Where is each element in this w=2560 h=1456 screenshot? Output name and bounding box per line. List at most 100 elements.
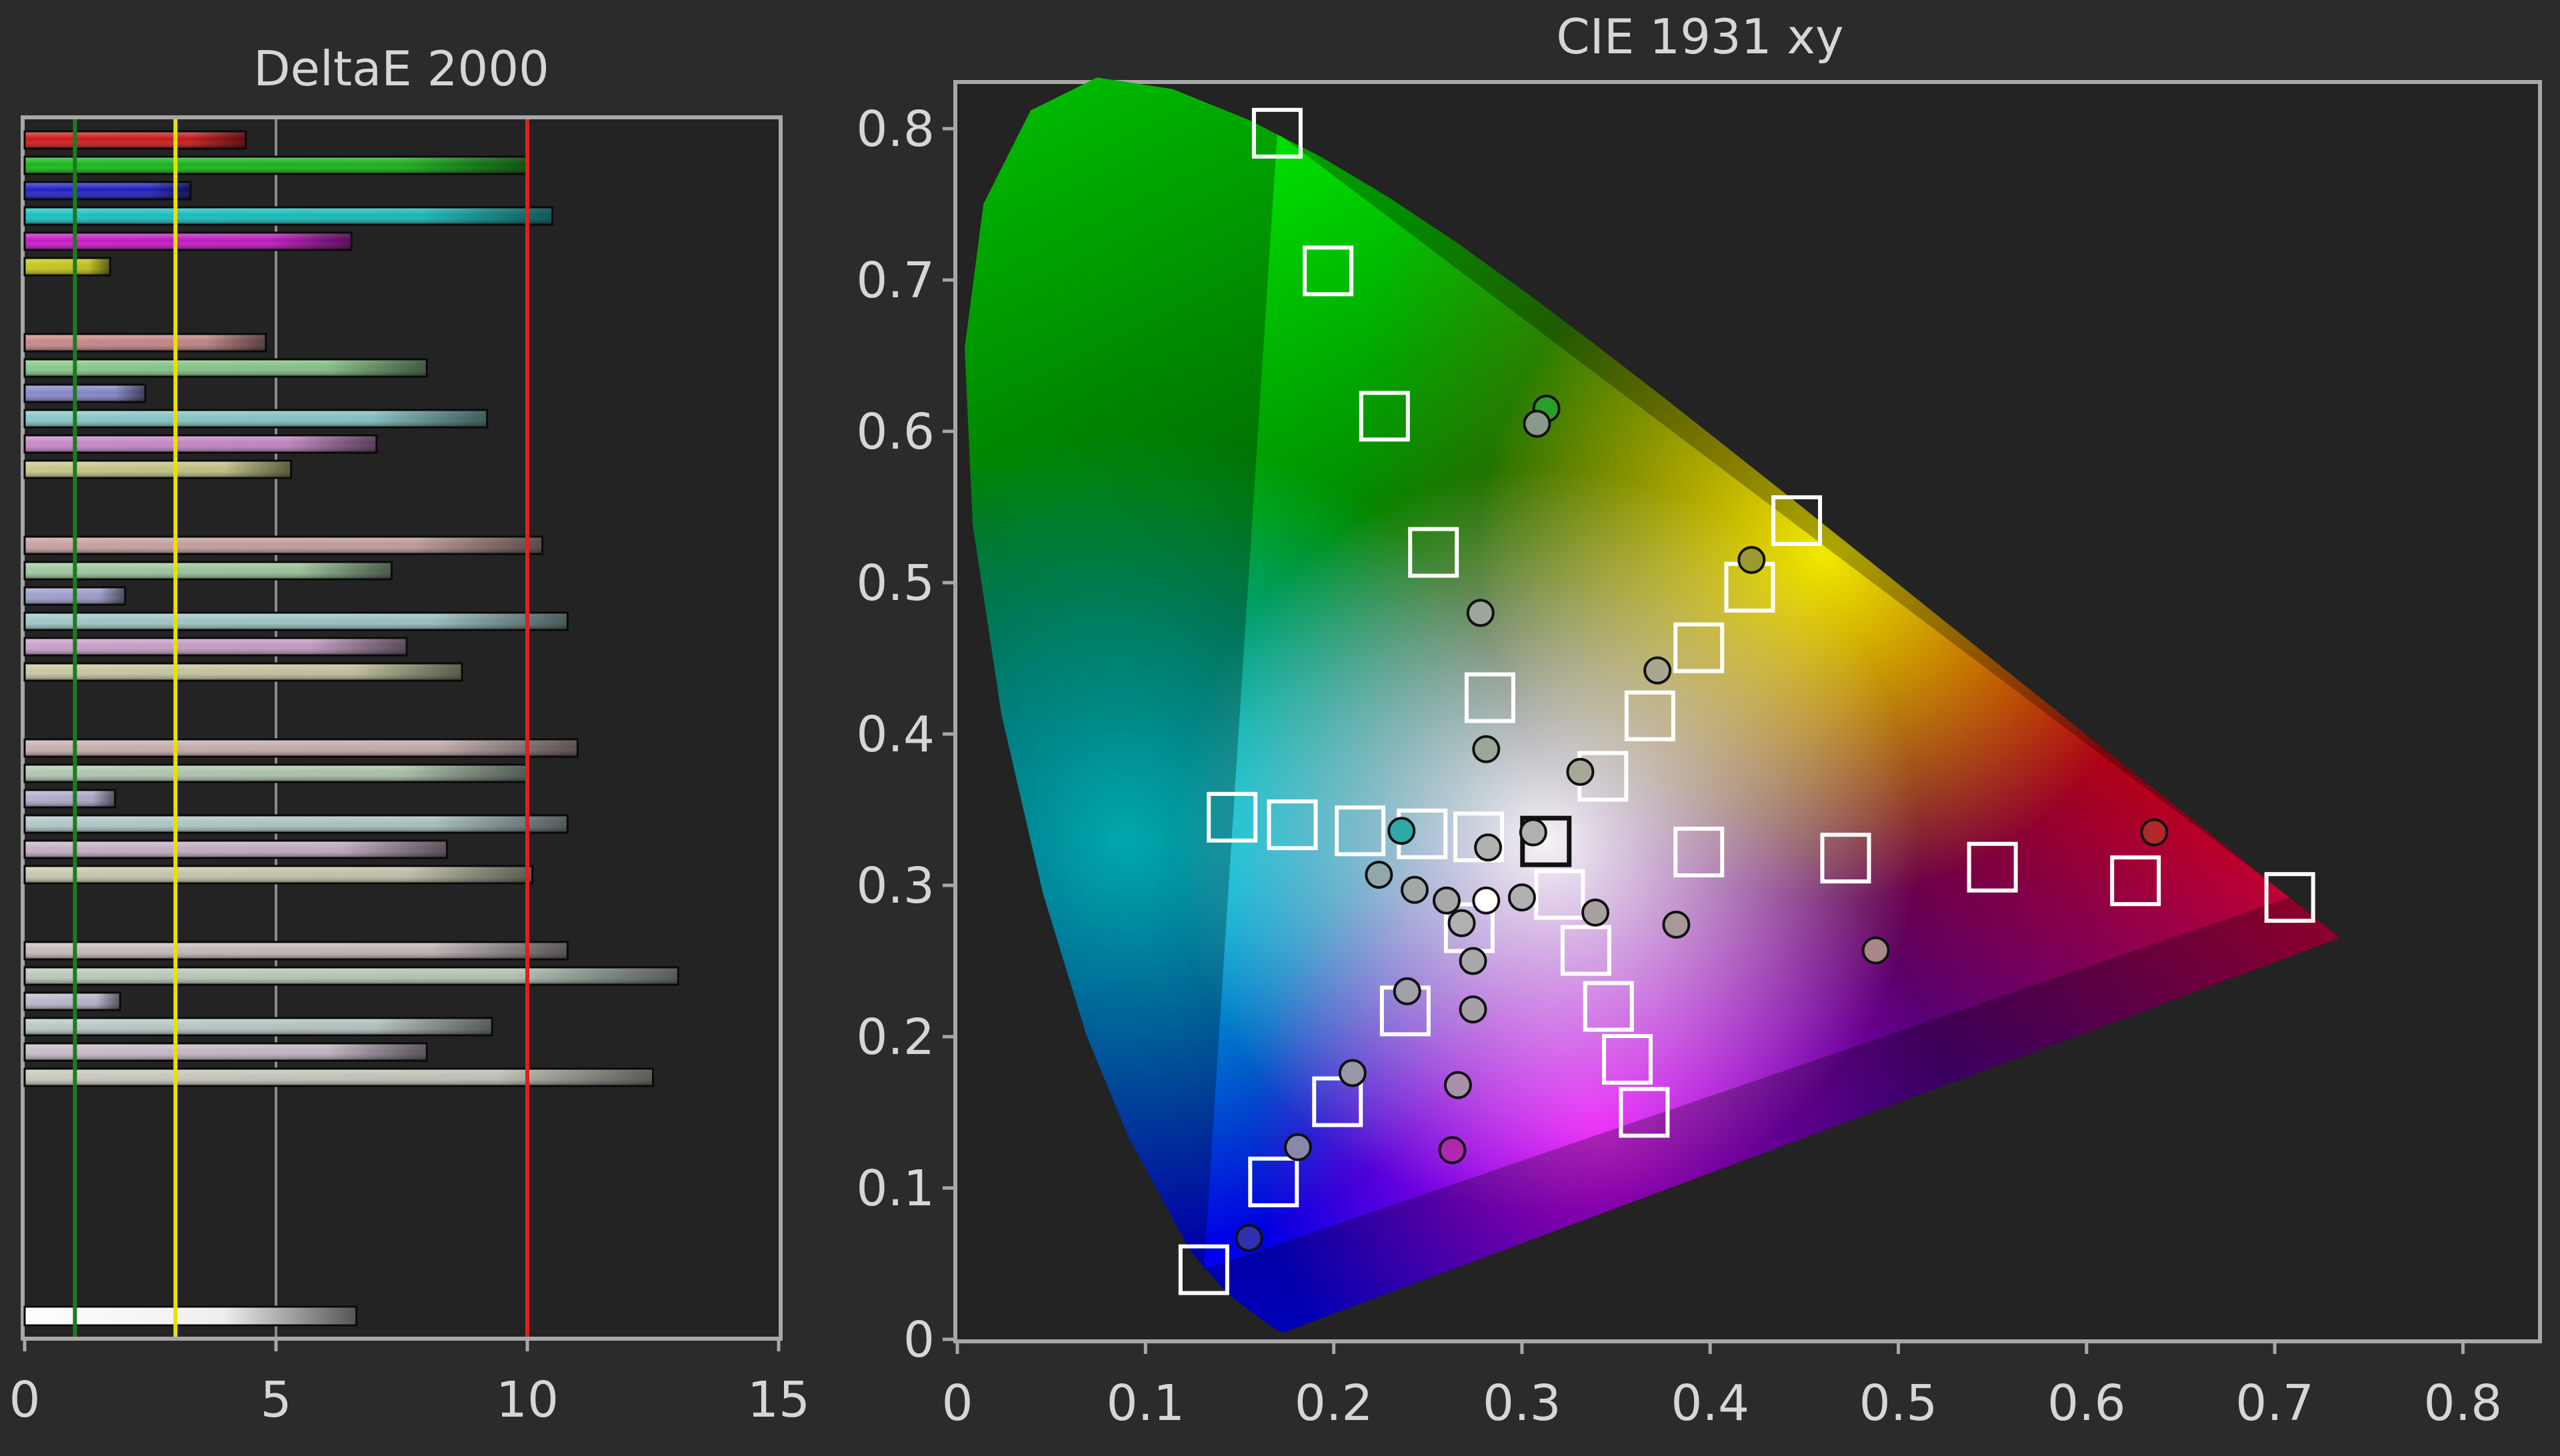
deltae-bar-outline (23, 535, 544, 555)
cie-target-square (1619, 1087, 1670, 1138)
cie-target-square (1335, 805, 1386, 857)
deltae-title: DeltaE 2000 (253, 41, 549, 97)
cie-measured-point (1472, 735, 1501, 763)
cie-measured-point (1519, 818, 1547, 847)
deltae-bar-outline (23, 1017, 493, 1037)
deltae-bar-outline (23, 257, 111, 277)
deltae-tick-label: 0 (9, 1371, 40, 1429)
deltae-bar-outline (23, 991, 121, 1011)
cie-measured-point (1393, 977, 1421, 1005)
cie-target-square (1178, 1244, 1229, 1295)
cie-measured-point (1507, 883, 1536, 912)
cie-measured-point (1466, 599, 1495, 627)
cie-target-square (1248, 1156, 1299, 1207)
deltae-bar-outline (23, 383, 147, 403)
deltae-bar-outline (23, 814, 569, 834)
deltae-bar-outline (23, 789, 117, 809)
cie-measured-point (1387, 817, 1416, 845)
deltae-bar-outline (23, 130, 247, 150)
deltae-plot-area (21, 115, 783, 1341)
cie-x-tick-label: 0.7 (2235, 1375, 2314, 1432)
cie-measured-point (1643, 656, 1672, 685)
cie-measured-point (1447, 909, 1476, 937)
cie-y-tick-label: 0.2 (856, 1009, 935, 1066)
cie-x-tick-label: 0.5 (1859, 1375, 1938, 1432)
cie-y-tick-label: 0.6 (856, 403, 935, 461)
cie-measured-point (1523, 409, 1551, 438)
deltae-tick-label: 10 (496, 1371, 559, 1429)
cie-target-square (1673, 622, 1725, 673)
cie-measured-point (1459, 947, 1487, 975)
deltae-bar-outline (23, 155, 529, 175)
deltae-bar-outline (23, 1067, 654, 1087)
cie-target-square (1583, 981, 1634, 1032)
cie-measured-point (1861, 936, 1890, 965)
cie-y-tick-label: 0.3 (856, 857, 935, 915)
deltae-reference-lines (73, 119, 529, 1337)
cie-x-tick-label: 0 (941, 1375, 973, 1432)
cie-measured-point (2140, 818, 2169, 847)
deltae-bar-outline (23, 738, 579, 758)
cie-target-square (1560, 925, 1611, 976)
cie-target-square (1534, 869, 1585, 920)
deltae-bars (23, 130, 679, 1327)
deltae-bar-outline (23, 611, 569, 631)
deltae-chart: DeltaE 2000 0 5 10 15 (9, 41, 810, 1429)
cie-measured-point (1283, 1133, 1312, 1161)
cie-target-square (1967, 841, 2018, 893)
cie-x-tick-label: 0.8 (2424, 1375, 2503, 1432)
cie-x-tick-label: 0.4 (1671, 1375, 1749, 1432)
cie-x-tick-label: 0.1 (1106, 1375, 1185, 1432)
deltae-bar-outline (23, 434, 378, 454)
cie-measured-point (1474, 833, 1503, 862)
cie-measured-point (1443, 1071, 1472, 1099)
cie-target-square (1408, 527, 1459, 578)
cie-x-tick-label: 0.3 (1483, 1375, 1561, 1432)
cie-target-square (1464, 672, 1515, 723)
deltae-bar-outline (23, 1042, 428, 1062)
cie-y-tick-label: 0.7 (856, 252, 935, 309)
cie-y-tick-label: 0.5 (856, 555, 935, 612)
cie-measured-point (1235, 1223, 1263, 1252)
cie-title: CIE 1931 xy (1556, 9, 1843, 65)
cie-target-square (1207, 791, 1258, 843)
cie-measured-point (1662, 911, 1691, 939)
deltae-average-bar (23, 1305, 358, 1327)
cie-x-tick-label: 0.6 (2047, 1375, 2126, 1432)
cie-measured-point (1737, 545, 1766, 574)
cie-y-tick-label: 0 (903, 1311, 935, 1369)
cie-x-tick-label: 0.2 (1295, 1375, 1373, 1432)
cie-measured-point (1472, 886, 1501, 915)
cie-y-tick-label: 0.8 (856, 101, 935, 158)
cie-y-tick-label: 0.1 (856, 1160, 935, 1217)
deltae-bar-outline (23, 561, 393, 581)
deltae-bar-outline (23, 181, 192, 201)
cie-target-square (2110, 855, 2161, 907)
deltae-bar-outline (23, 941, 569, 961)
cie-measured-point (1459, 995, 1487, 1024)
deltae-bar-outline (23, 865, 534, 885)
cie-target-square (1820, 833, 1871, 884)
deltae-bar-outline (23, 966, 679, 986)
deltae-bar-outline (23, 231, 353, 251)
cie-target-square (1624, 690, 1675, 741)
cie-white-target-square (1520, 815, 1572, 867)
cie-target-square (1359, 391, 1410, 442)
cie-y-tick-label: 0.4 (856, 706, 935, 763)
cie-measured-point (1566, 757, 1595, 786)
cie-axis-ticks: 0 0.1 0.2 0.3 0.4 0.5 0.6 0.7 0.8 0 0.1 0.2 0.3 0.4 0.… (856, 101, 2502, 1432)
cie-target-square (1251, 107, 1303, 159)
deltae-x-ticks: 0 5 10 15 (9, 1337, 810, 1429)
cie-measured-point (1438, 1136, 1467, 1165)
deltae-bar-outline (23, 333, 267, 353)
cie-measured-point (1338, 1059, 1367, 1087)
cie-measured-point (1400, 875, 1429, 904)
deltae-bar-outline (23, 662, 463, 682)
deltae-bar-outline (23, 839, 448, 859)
cie-target-square (1601, 1034, 1653, 1085)
cie-chart: CIE 1931 xy 0 0.1 0.2 0.3 0.4 0.5 0.6 0.7 0.8 0 0.… (856, 9, 2542, 1432)
deltae-bar-outline (23, 763, 529, 783)
cie-target-square (1267, 799, 1318, 851)
cie-measured-point (1581, 898, 1609, 927)
